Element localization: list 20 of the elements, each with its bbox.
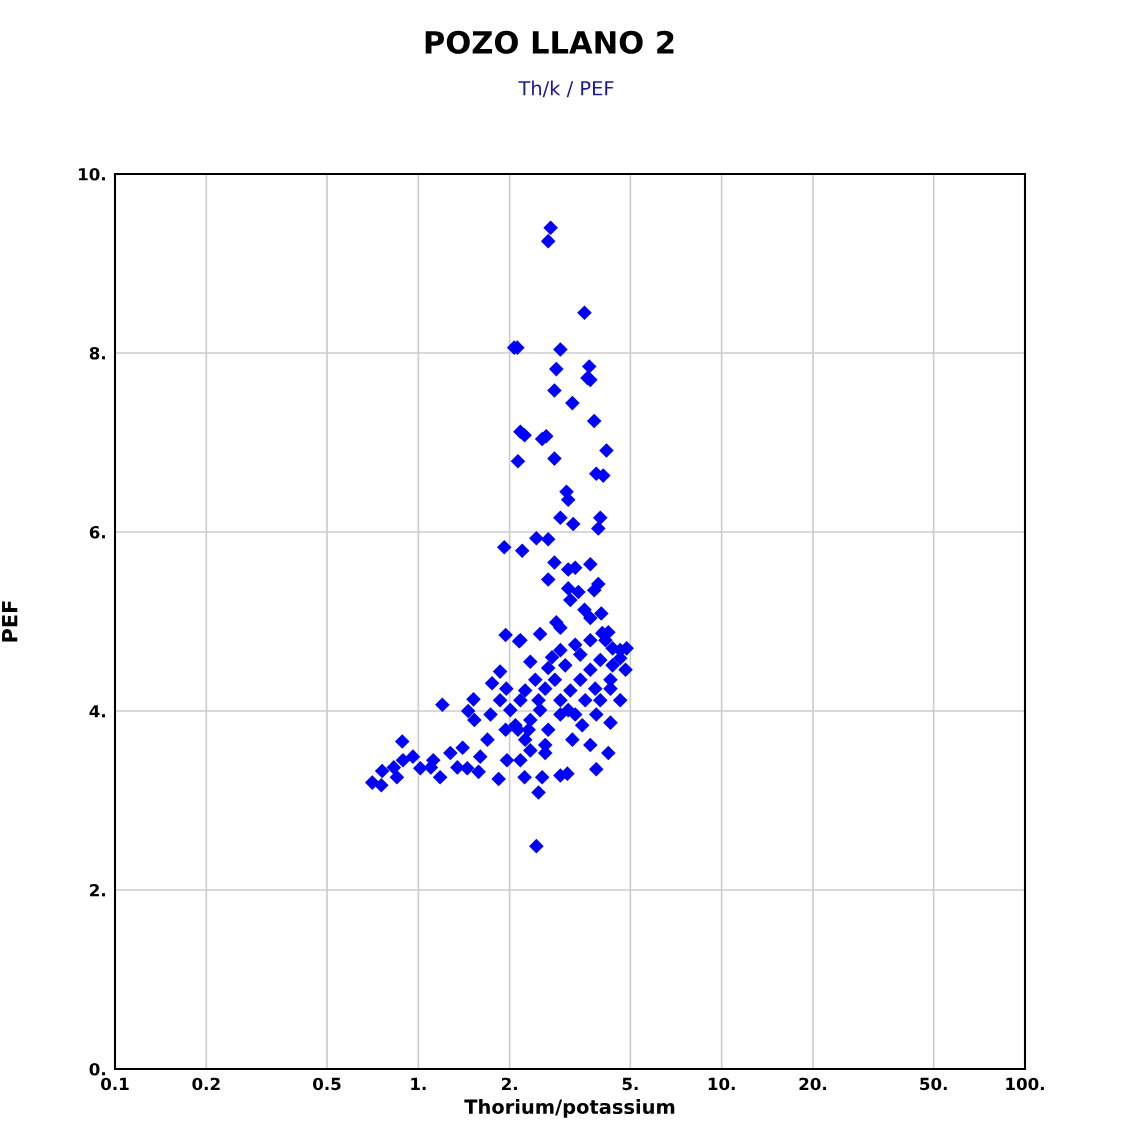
- x-tick-label: 100.: [1006, 1077, 1044, 1091]
- y-tick-label: 4.: [89, 705, 105, 718]
- x-axis-title: Thorium/potassium: [464, 1099, 675, 1118]
- x-tick-label: 0.5: [313, 1077, 341, 1091]
- y-tick-label: 6.: [89, 525, 105, 539]
- x-tick-label: 0.2: [192, 1077, 220, 1091]
- y-tick-label: 0.: [89, 1062, 105, 1076]
- x-tick-label: 1.: [411, 1077, 426, 1090]
- x-tick-label: 2.: [502, 1077, 517, 1090]
- x-tick-label: 50.: [920, 1077, 947, 1091]
- x-tick-label: 5.: [622, 1077, 638, 1091]
- chart-subtitle: Th/k / PEF: [518, 80, 614, 98]
- y-axis-title: PEF: [2, 601, 18, 642]
- x-tick-label: 20.: [799, 1077, 827, 1091]
- y-tick-label: 2.: [90, 883, 105, 897]
- y-tick-label: 8.: [89, 346, 105, 360]
- x-tick-label: 10.: [708, 1077, 735, 1091]
- chart-title: POZO LLANO 2: [425, 30, 674, 54]
- y-tick-label: 10.: [79, 167, 105, 181]
- x-tick-label: 0.1: [101, 1077, 129, 1091]
